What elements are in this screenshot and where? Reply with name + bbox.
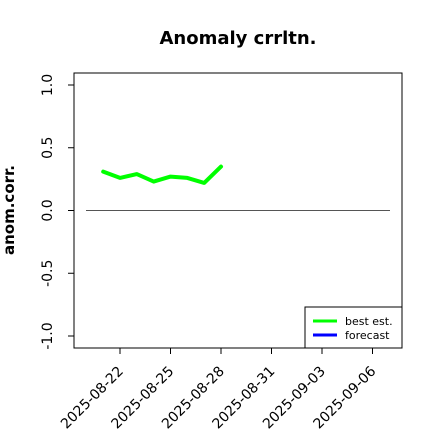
data-point bbox=[219, 164, 223, 169]
data-point bbox=[152, 180, 156, 184]
data-point bbox=[168, 175, 173, 179]
data-point bbox=[118, 176, 122, 180]
y-tick-label: 0.0 bbox=[40, 199, 56, 221]
y-tick-label: -0.5 bbox=[40, 260, 56, 287]
legend-label-best-est: best est. bbox=[345, 315, 393, 328]
y-tick-label: 0.5 bbox=[40, 137, 56, 159]
y-axis-label: anom.corr. bbox=[0, 165, 18, 255]
y-tick-label: 1.0 bbox=[40, 74, 56, 96]
legend: best est. forecast bbox=[304, 306, 403, 349]
y-tick-label: -1.0 bbox=[40, 322, 56, 349]
legend-box bbox=[304, 306, 403, 349]
y-axis: -1.0 -0.5 0.0 0.5 1.0 bbox=[40, 74, 74, 350]
x-axis: 2025-08-222025-08-252025-08-282025-08-31… bbox=[58, 348, 379, 432]
data-point bbox=[135, 172, 139, 176]
legend-label-forecast: forecast bbox=[345, 329, 390, 342]
series-layer bbox=[101, 164, 223, 185]
data-point bbox=[185, 176, 189, 180]
chart-title: Anomaly crrltn. bbox=[159, 28, 316, 49]
series-line-0 bbox=[101, 164, 223, 185]
data-point bbox=[202, 181, 206, 185]
data-point bbox=[101, 169, 105, 174]
